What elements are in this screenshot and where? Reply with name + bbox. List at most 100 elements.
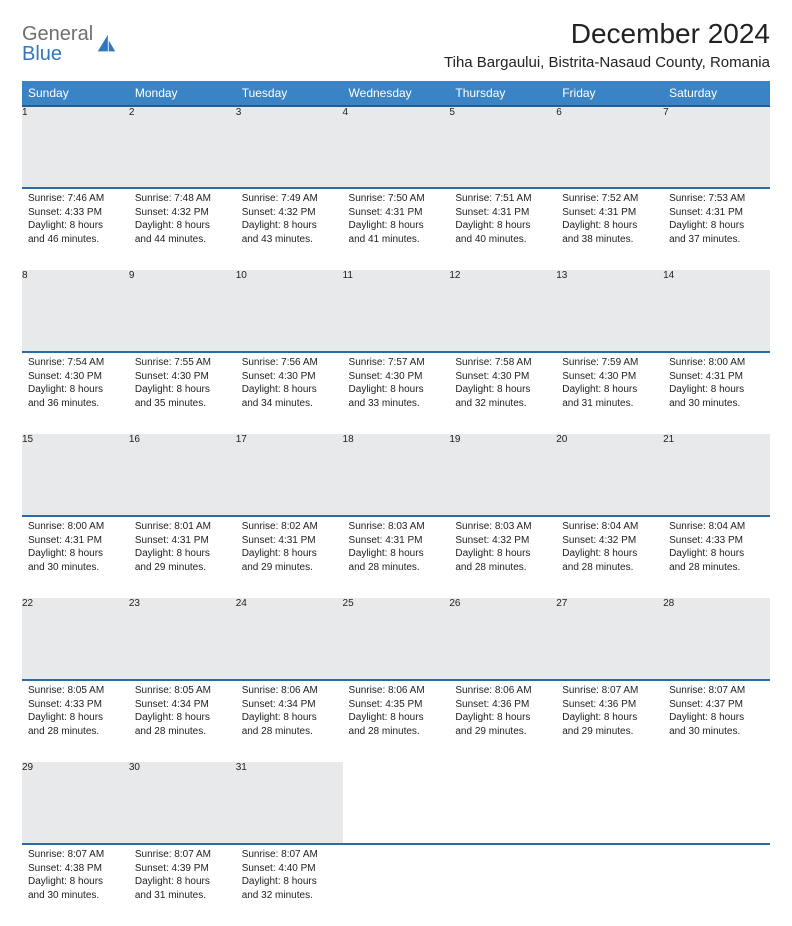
daylight-text: and 30 minutes. xyxy=(669,397,764,411)
sunset-text: Sunset: 4:31 PM xyxy=(669,370,764,384)
day-cell: Sunrise: 7:50 AMSunset: 4:31 PMDaylight:… xyxy=(343,188,450,270)
daylight-text: and 30 minutes. xyxy=(28,561,123,575)
daylight-text: Daylight: 8 hours xyxy=(562,383,657,397)
day-cell: Sunrise: 7:48 AMSunset: 4:32 PMDaylight:… xyxy=(129,188,236,270)
day-cell-body: Sunrise: 8:03 AMSunset: 4:32 PMDaylight:… xyxy=(449,517,556,578)
sunrise-text: Sunrise: 8:03 AM xyxy=(349,520,444,534)
daylight-text: Daylight: 8 hours xyxy=(669,711,764,725)
day-header: Friday xyxy=(556,81,663,106)
sunrise-text: Sunrise: 7:57 AM xyxy=(349,356,444,370)
month-title: December 2024 xyxy=(444,18,770,50)
sunrise-text: Sunrise: 8:07 AM xyxy=(562,684,657,698)
day-cell-body: Sunrise: 7:55 AMSunset: 4:30 PMDaylight:… xyxy=(129,353,236,414)
day-cell-body: Sunrise: 8:06 AMSunset: 4:36 PMDaylight:… xyxy=(449,681,556,742)
day-header: Sunday xyxy=(22,81,129,106)
week-content-row: Sunrise: 8:07 AMSunset: 4:38 PMDaylight:… xyxy=(22,844,770,926)
sunset-text: Sunset: 4:32 PM xyxy=(455,534,550,548)
day-number: 12 xyxy=(449,270,556,352)
day-cell-body: Sunrise: 7:56 AMSunset: 4:30 PMDaylight:… xyxy=(236,353,343,414)
daylight-text: and 28 minutes. xyxy=(349,561,444,575)
day-number: 24 xyxy=(236,598,343,680)
day-cell: Sunrise: 8:05 AMSunset: 4:34 PMDaylight:… xyxy=(129,680,236,762)
day-cell-body: Sunrise: 7:50 AMSunset: 4:31 PMDaylight:… xyxy=(343,189,450,250)
daylight-text: Daylight: 8 hours xyxy=(28,383,123,397)
sunrise-text: Sunrise: 8:05 AM xyxy=(28,684,123,698)
day-cell-body: Sunrise: 7:53 AMSunset: 4:31 PMDaylight:… xyxy=(663,189,770,250)
daylight-text: and 28 minutes. xyxy=(562,561,657,575)
daylight-text: Daylight: 8 hours xyxy=(135,219,230,233)
sunrise-text: Sunrise: 7:56 AM xyxy=(242,356,337,370)
daylight-text: Daylight: 8 hours xyxy=(28,875,123,889)
calendar-body: 1234567Sunrise: 7:46 AMSunset: 4:33 PMDa… xyxy=(22,106,770,926)
day-cell-body: Sunrise: 7:57 AMSunset: 4:30 PMDaylight:… xyxy=(343,353,450,414)
day-cell-body: Sunrise: 8:01 AMSunset: 4:31 PMDaylight:… xyxy=(129,517,236,578)
day-cell-body: Sunrise: 7:51 AMSunset: 4:31 PMDaylight:… xyxy=(449,189,556,250)
sunrise-text: Sunrise: 8:06 AM xyxy=(455,684,550,698)
day-cell-body: Sunrise: 8:06 AMSunset: 4:35 PMDaylight:… xyxy=(343,681,450,742)
day-header: Tuesday xyxy=(236,81,343,106)
calendar-table: SundayMondayTuesdayWednesdayThursdayFrid… xyxy=(22,81,770,926)
header-row: General Blue December 2024 Tiha Bargaulu… xyxy=(22,18,770,77)
day-number: 27 xyxy=(556,598,663,680)
sunrise-text: Sunrise: 8:04 AM xyxy=(562,520,657,534)
brand-part1: General xyxy=(22,23,93,45)
day-number: 6 xyxy=(556,106,663,188)
sunrise-text: Sunrise: 8:03 AM xyxy=(455,520,550,534)
brand-text: General Blue xyxy=(22,24,93,64)
day-number: 1 xyxy=(22,106,129,188)
day-cell: Sunrise: 8:05 AMSunset: 4:33 PMDaylight:… xyxy=(22,680,129,762)
day-cell-body: Sunrise: 8:02 AMSunset: 4:31 PMDaylight:… xyxy=(236,517,343,578)
daylight-text: Daylight: 8 hours xyxy=(135,711,230,725)
day-header: Monday xyxy=(129,81,236,106)
sunrise-text: Sunrise: 7:54 AM xyxy=(28,356,123,370)
day-cell-body: Sunrise: 8:00 AMSunset: 4:31 PMDaylight:… xyxy=(663,353,770,414)
week-daynum-row: 293031 xyxy=(22,762,770,844)
day-cell-body: Sunrise: 8:06 AMSunset: 4:34 PMDaylight:… xyxy=(236,681,343,742)
day-cell: Sunrise: 7:56 AMSunset: 4:30 PMDaylight:… xyxy=(236,352,343,434)
day-number: 3 xyxy=(236,106,343,188)
day-cell: Sunrise: 8:06 AMSunset: 4:35 PMDaylight:… xyxy=(343,680,450,762)
daylight-text: and 29 minutes. xyxy=(455,725,550,739)
sunrise-text: Sunrise: 7:46 AM xyxy=(28,192,123,206)
daylight-text: Daylight: 8 hours xyxy=(349,383,444,397)
day-cell-body: Sunrise: 7:59 AMSunset: 4:30 PMDaylight:… xyxy=(556,353,663,414)
daylight-text: and 32 minutes. xyxy=(455,397,550,411)
sunset-text: Sunset: 4:33 PM xyxy=(28,206,123,220)
sunrise-text: Sunrise: 7:55 AM xyxy=(135,356,230,370)
day-number: 10 xyxy=(236,270,343,352)
day-number: 20 xyxy=(556,434,663,516)
day-number: 9 xyxy=(129,270,236,352)
location-subtitle: Tiha Bargaului, Bistrita-Nasaud County, … xyxy=(444,54,770,71)
day-number: 22 xyxy=(22,598,129,680)
day-cell: Sunrise: 8:07 AMSunset: 4:38 PMDaylight:… xyxy=(22,844,129,926)
sunset-text: Sunset: 4:30 PM xyxy=(562,370,657,384)
day-cell xyxy=(556,844,663,926)
day-number: 19 xyxy=(449,434,556,516)
daylight-text: Daylight: 8 hours xyxy=(242,875,337,889)
day-cell-body: Sunrise: 7:48 AMSunset: 4:32 PMDaylight:… xyxy=(129,189,236,250)
daylight-text: Daylight: 8 hours xyxy=(135,875,230,889)
daylight-text: and 40 minutes. xyxy=(455,233,550,247)
daylight-text: Daylight: 8 hours xyxy=(455,383,550,397)
day-number: 25 xyxy=(343,598,450,680)
brand-logo: General Blue xyxy=(22,18,117,64)
sunset-text: Sunset: 4:34 PM xyxy=(135,698,230,712)
day-number xyxy=(343,762,450,844)
day-cell xyxy=(343,844,450,926)
day-number: 28 xyxy=(663,598,770,680)
sunrise-text: Sunrise: 8:02 AM xyxy=(242,520,337,534)
sunrise-text: Sunrise: 7:51 AM xyxy=(455,192,550,206)
day-cell: Sunrise: 8:07 AMSunset: 4:39 PMDaylight:… xyxy=(129,844,236,926)
day-cell-body: Sunrise: 7:58 AMSunset: 4:30 PMDaylight:… xyxy=(449,353,556,414)
day-header: Thursday xyxy=(449,81,556,106)
daylight-text: Daylight: 8 hours xyxy=(669,547,764,561)
day-cell-body: Sunrise: 8:04 AMSunset: 4:32 PMDaylight:… xyxy=(556,517,663,578)
sunset-text: Sunset: 4:30 PM xyxy=(455,370,550,384)
daylight-text: Daylight: 8 hours xyxy=(562,219,657,233)
sunrise-text: Sunrise: 8:06 AM xyxy=(349,684,444,698)
sunset-text: Sunset: 4:31 PM xyxy=(669,206,764,220)
week-daynum-row: 891011121314 xyxy=(22,270,770,352)
week-content-row: Sunrise: 7:54 AMSunset: 4:30 PMDaylight:… xyxy=(22,352,770,434)
daylight-text: and 37 minutes. xyxy=(669,233,764,247)
sunrise-text: Sunrise: 8:07 AM xyxy=(242,848,337,862)
